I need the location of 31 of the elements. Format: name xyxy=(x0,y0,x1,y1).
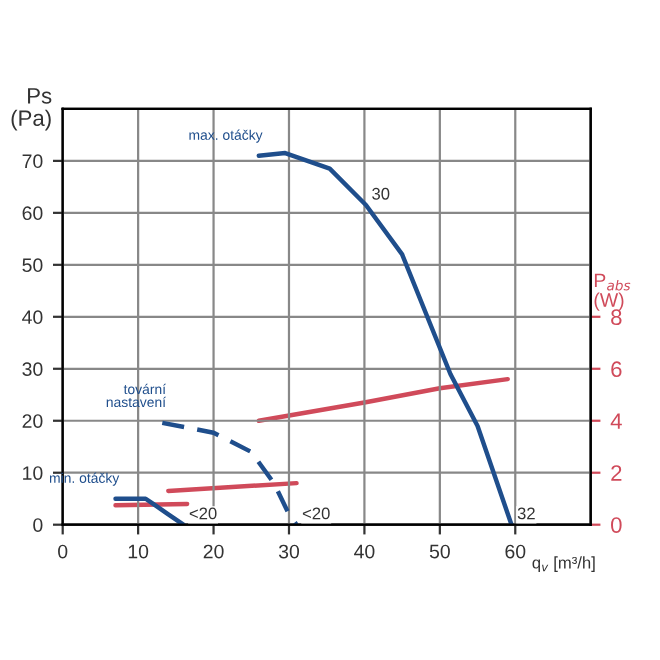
y2-tick-label: 6 xyxy=(611,361,622,378)
annotation: 30 xyxy=(372,187,390,200)
line-series xyxy=(113,496,186,525)
y-tick-label: 20 xyxy=(22,414,43,428)
x-tick-label: 0 xyxy=(58,544,68,559)
annotation: <20 xyxy=(189,507,217,520)
annotation: 32 xyxy=(517,507,535,520)
line-series xyxy=(256,376,510,423)
x-axis-title: q$_{v}$ [m³/h] xyxy=(532,556,595,572)
x-tick-label: 40 xyxy=(354,544,375,559)
y2-tick-label: 8 xyxy=(611,309,622,326)
y2-tick-label: 4 xyxy=(610,413,622,429)
x-tick-label: 50 xyxy=(429,544,450,559)
y-axis-title: Ps (Pa) xyxy=(11,88,52,131)
y2-axis-title: P$_{abs}$ (W) xyxy=(594,273,631,311)
x-tick-label: 10 xyxy=(128,544,149,559)
y-tick-label: 60 xyxy=(22,206,43,221)
y-tick-label: 40 xyxy=(22,310,43,325)
y-tick-label: 30 xyxy=(22,362,43,377)
y2-tick-label: 0 xyxy=(611,517,622,533)
y-tick-label: 70 xyxy=(22,154,43,169)
annotation: <20 xyxy=(302,507,330,520)
x-tick-label: 60 xyxy=(505,544,526,559)
y-tick-label: 0 xyxy=(33,518,43,532)
y-tick-label: 50 xyxy=(22,258,43,273)
line-series xyxy=(160,420,299,525)
line-series xyxy=(256,150,514,525)
x-tick-label: 30 xyxy=(278,544,300,559)
x-tick-label: 20 xyxy=(203,544,224,559)
y-tick-label: 10 xyxy=(23,466,43,480)
y2-tick-label: 2 xyxy=(611,465,622,481)
